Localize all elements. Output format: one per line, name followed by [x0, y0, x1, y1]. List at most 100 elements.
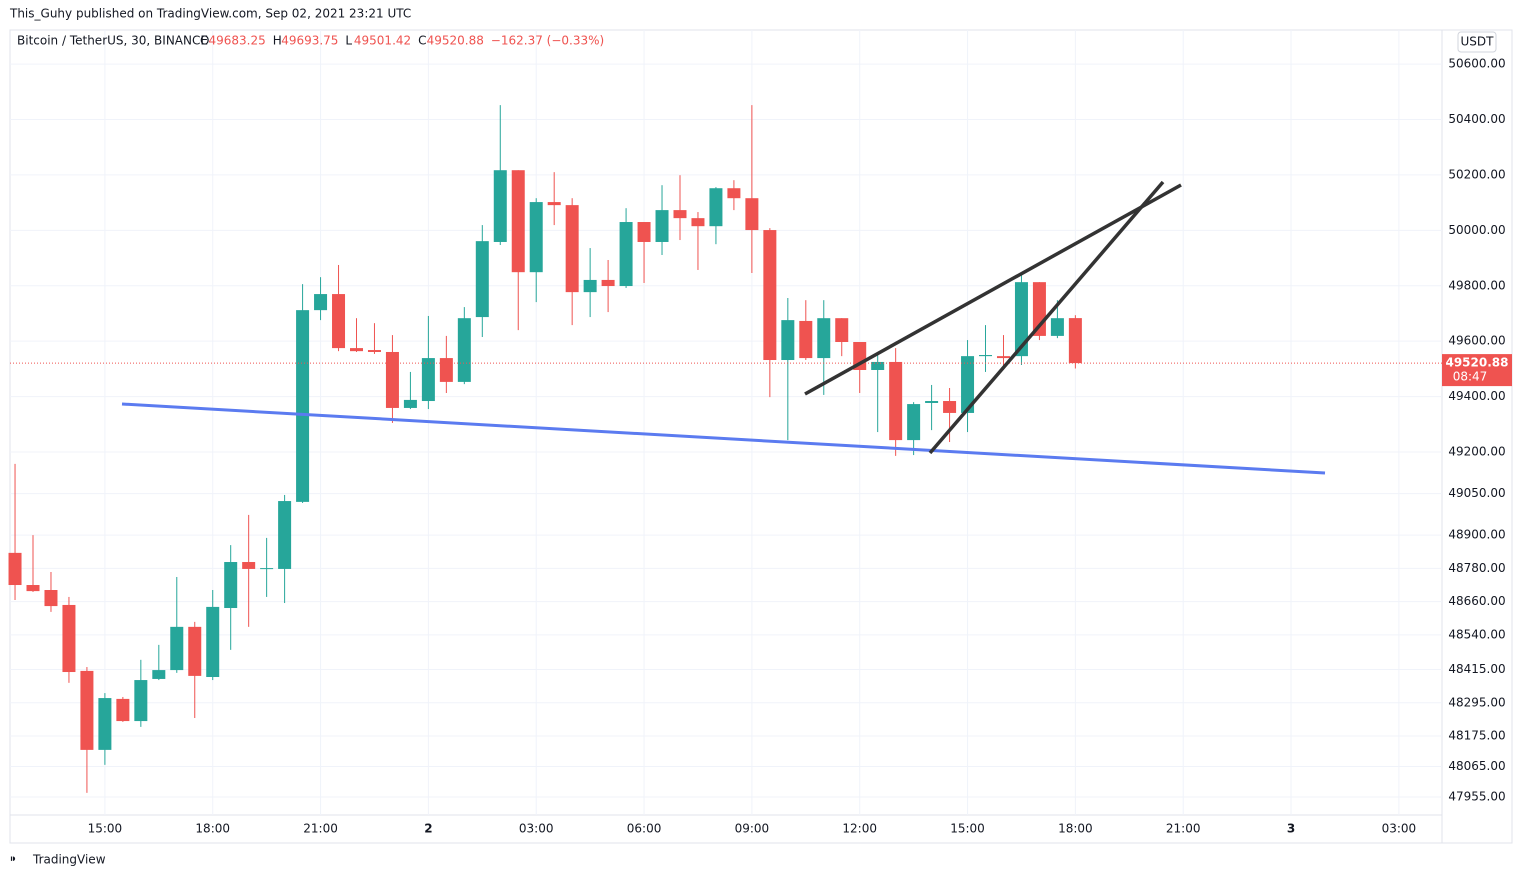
trend-line — [928, 180, 1165, 455]
countdown: 08:47 — [1453, 370, 1488, 384]
candle-body — [206, 606, 220, 678]
candle-body — [925, 401, 939, 403]
candle-body — [439, 358, 453, 382]
x-tick-label: 21:00 — [303, 822, 338, 836]
candle-body — [475, 241, 489, 318]
last-price-label: 49520.88 — [1445, 356, 1508, 370]
ohlc-key: C — [418, 34, 426, 48]
candle-body — [116, 698, 130, 722]
y-tick-label: 50400.00 — [1448, 112, 1505, 126]
candle-body — [152, 670, 166, 679]
candle-body — [62, 604, 76, 673]
candle-body — [907, 404, 921, 441]
candle-body — [98, 698, 112, 750]
trend-line — [804, 183, 1182, 396]
candle-body — [996, 356, 1010, 359]
x-tick-label: 12:00 — [842, 822, 877, 836]
candle-body — [260, 568, 274, 570]
x-tick-label: 03:00 — [1382, 822, 1417, 836]
candle-body — [296, 310, 310, 502]
y-tick-label: 48415.00 — [1448, 662, 1505, 676]
candle-body — [44, 590, 58, 607]
candle-body — [619, 222, 633, 287]
candle-body — [691, 218, 705, 227]
candle-body — [314, 294, 328, 311]
candle-body — [889, 361, 903, 441]
candle-body — [583, 279, 597, 293]
y-tick-label: 47955.00 — [1448, 789, 1505, 803]
ohlc-key: O — [200, 34, 209, 48]
candle-body — [817, 318, 831, 359]
candle-body — [961, 356, 975, 413]
ohlc-key: L — [345, 34, 352, 48]
change: −162.37 (−0.33%) — [491, 34, 604, 48]
x-tick-label: 18:00 — [1058, 822, 1093, 836]
frame — [9, 29, 1513, 844]
candle-body — [943, 401, 957, 413]
currency-box[interactable] — [1457, 31, 1497, 53]
ohlc-value: 49520.88 — [427, 34, 484, 48]
y-tick-label: 48900.00 — [1448, 528, 1505, 542]
grid — [10, 30, 1442, 815]
candles — [8, 105, 1442, 793]
y-tick-label: 48065.00 — [1448, 759, 1505, 773]
ohlc-value: 49693.75 — [281, 34, 338, 48]
candle-body — [242, 562, 256, 569]
candle-body — [673, 210, 687, 219]
candle-body — [511, 170, 525, 273]
candle-body — [188, 626, 202, 676]
ohlc-value: 49501.42 — [354, 34, 411, 48]
candle-body — [745, 198, 759, 231]
x-tick-label: 06:00 — [627, 822, 662, 836]
y-tick-label: 50000.00 — [1448, 223, 1505, 237]
currency[interactable]: USDT — [1461, 35, 1495, 49]
x-tick-label: 15:00 — [88, 822, 123, 836]
candle-body — [835, 318, 849, 343]
symbol: Bitcoin / TetherUS, 30, BINANCE — [17, 34, 208, 48]
candle-body — [278, 501, 292, 569]
y-tick-label: 48295.00 — [1448, 695, 1505, 709]
y-tick-label: 49200.00 — [1448, 445, 1505, 459]
candle-body — [421, 358, 435, 402]
axis-labels: 47955.00 48065.00 48175.00 48295.00 48415.00… — [88, 57, 1512, 836]
candle-body — [871, 361, 885, 370]
candle-body — [529, 202, 543, 273]
y-tick-label: 48175.00 — [1448, 729, 1505, 743]
x-tick-label: 03:00 — [519, 822, 554, 836]
candle-body — [781, 320, 795, 361]
candle-body — [637, 222, 651, 242]
trend-line — [121, 402, 1326, 475]
candle-body — [1050, 318, 1064, 336]
y-tick-label: 50200.00 — [1448, 167, 1505, 181]
brand: TradingView — [32, 853, 106, 867]
x-tick-label: 3 — [1287, 822, 1295, 836]
candle-body — [1068, 318, 1082, 364]
candle-body — [763, 230, 777, 361]
x-tick-label: 18:00 — [195, 822, 230, 836]
y-tick-label: 49600.00 — [1448, 334, 1505, 348]
candle-body — [565, 205, 579, 293]
candle-body — [134, 680, 148, 722]
candle-body — [601, 279, 615, 287]
brand-logo: ⁍ — [10, 853, 16, 867]
ohlc-legend: O 49683.25 H 49693.75 L 49501.42 C 49520.88 −162… — [200, 34, 604, 48]
candle-body — [8, 552, 22, 586]
candle-body — [332, 294, 346, 349]
y-tick-label: 50600.00 — [1448, 57, 1505, 71]
candle-body — [349, 348, 363, 352]
candle-body — [1014, 282, 1028, 357]
ohlc-key: H — [273, 34, 282, 48]
x-tick-label: 15:00 — [950, 822, 985, 836]
y-tick-label: 48660.00 — [1448, 594, 1505, 608]
drawings — [121, 180, 1326, 475]
candle-body — [979, 355, 993, 357]
candle-body — [547, 202, 561, 206]
y-tick-label: 48780.00 — [1448, 561, 1505, 575]
candle-body — [457, 318, 471, 382]
candle-body — [799, 320, 813, 359]
candle-body — [403, 399, 417, 408]
candle-body — [709, 188, 723, 227]
candle-body — [26, 585, 40, 592]
ohlc-value: 49683.25 — [209, 34, 266, 48]
